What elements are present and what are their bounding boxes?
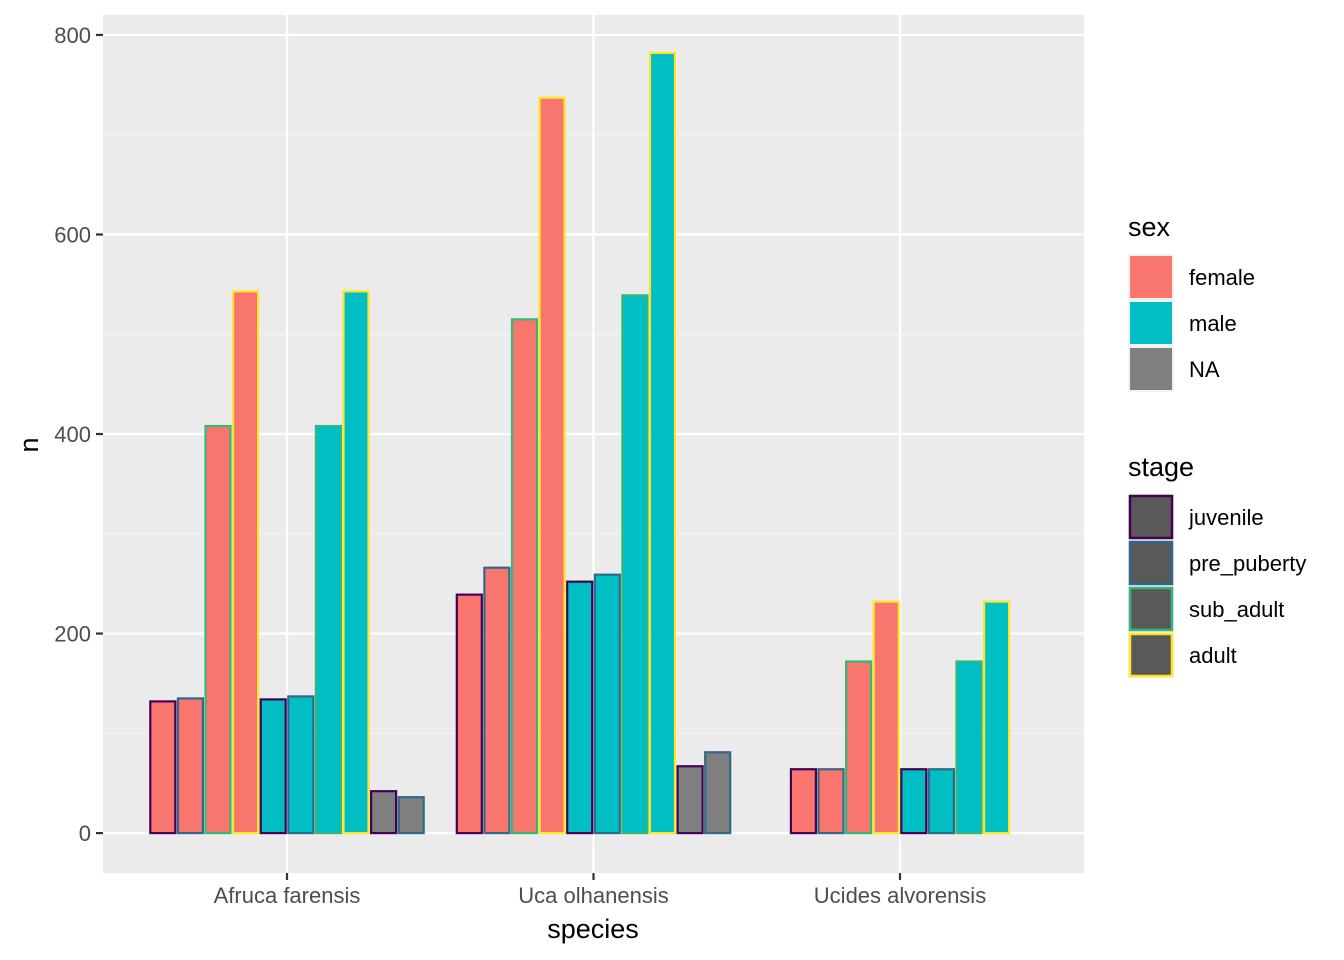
bar <box>648 51 677 835</box>
x-tick-label: Ucides alvorensis <box>814 883 986 908</box>
bar <box>817 768 845 835</box>
bar <box>676 765 704 835</box>
legend-label: adult <box>1189 643 1237 668</box>
bar <box>259 698 287 835</box>
bar <box>483 566 511 835</box>
bar <box>704 751 732 835</box>
legend-swatch <box>1130 302 1172 344</box>
bar <box>955 660 983 835</box>
legend-label: sub_adult <box>1189 597 1284 622</box>
legend-swatch <box>1128 494 1174 540</box>
y-tick-label: 400 <box>54 422 91 447</box>
legend-label: NA <box>1189 357 1220 382</box>
bar <box>455 593 483 835</box>
bar <box>314 424 342 835</box>
bar <box>232 290 260 835</box>
bar <box>149 700 177 835</box>
bar <box>900 768 928 835</box>
bar <box>370 790 398 835</box>
bar <box>621 294 649 835</box>
legend-title: sex <box>1128 212 1171 242</box>
y-tick-label: 200 <box>54 622 91 647</box>
grid-major <box>103 15 1084 873</box>
bar <box>927 768 956 835</box>
y-axis-title: n <box>14 437 44 452</box>
bar <box>789 768 818 835</box>
bar <box>204 424 232 835</box>
legend-sex: sex female male NA <box>1128 212 1255 392</box>
bar <box>397 796 425 835</box>
bar <box>566 580 594 835</box>
x-axis-title: species <box>547 914 639 944</box>
legend-swatch <box>1128 632 1174 678</box>
legend-label: female <box>1189 265 1255 290</box>
bar <box>342 290 370 835</box>
legend-label: juvenile <box>1188 505 1264 530</box>
legend-swatch <box>1130 256 1172 298</box>
legend-swatch <box>1128 586 1174 632</box>
bar <box>510 318 539 835</box>
x-tick-label: Afruca farensis <box>214 883 361 908</box>
x-axis: Afruca farensis Uca olhanensis Ucides alvo… <box>214 873 986 908</box>
legend-swatch <box>1130 348 1172 390</box>
bar <box>593 573 621 835</box>
bar <box>844 660 873 835</box>
x-tick-label: Uca olhanensis <box>518 883 668 908</box>
y-tick-label: 0 <box>79 821 91 846</box>
y-tick-label: 800 <box>54 23 91 48</box>
bar <box>287 695 315 835</box>
bar <box>872 600 900 835</box>
bar <box>982 600 1011 835</box>
y-tick-label: 600 <box>54 222 91 247</box>
legend-label: male <box>1189 311 1237 336</box>
bar <box>538 96 566 835</box>
legend-title: stage <box>1128 452 1194 482</box>
bars <box>149 51 1011 835</box>
y-axis: 0 200 400 600 800 <box>54 23 103 846</box>
bar <box>176 697 204 835</box>
legend-swatch <box>1128 540 1174 586</box>
legend-label: pre_puberty <box>1189 551 1306 576</box>
